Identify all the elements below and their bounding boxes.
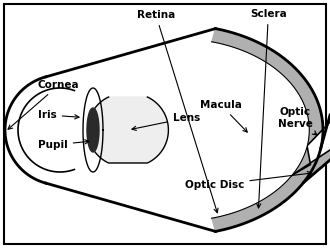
Polygon shape: [83, 88, 103, 172]
Text: Pupil: Pupil: [38, 140, 89, 150]
Polygon shape: [304, 115, 330, 183]
Polygon shape: [87, 108, 99, 152]
Polygon shape: [87, 97, 168, 163]
Polygon shape: [21, 43, 308, 217]
Text: Iris: Iris: [38, 110, 79, 120]
Text: Sclera: Sclera: [250, 9, 287, 208]
Text: Macula: Macula: [200, 100, 247, 132]
Text: Lens: Lens: [132, 113, 200, 130]
Text: Retina: Retina: [137, 10, 218, 213]
Text: Optic Disc: Optic Disc: [185, 171, 312, 190]
Polygon shape: [212, 29, 323, 231]
Polygon shape: [291, 122, 330, 176]
Polygon shape: [5, 77, 74, 183]
Text: Optic
Nerve: Optic Nerve: [278, 107, 317, 135]
Text: Cornea: Cornea: [8, 80, 80, 129]
